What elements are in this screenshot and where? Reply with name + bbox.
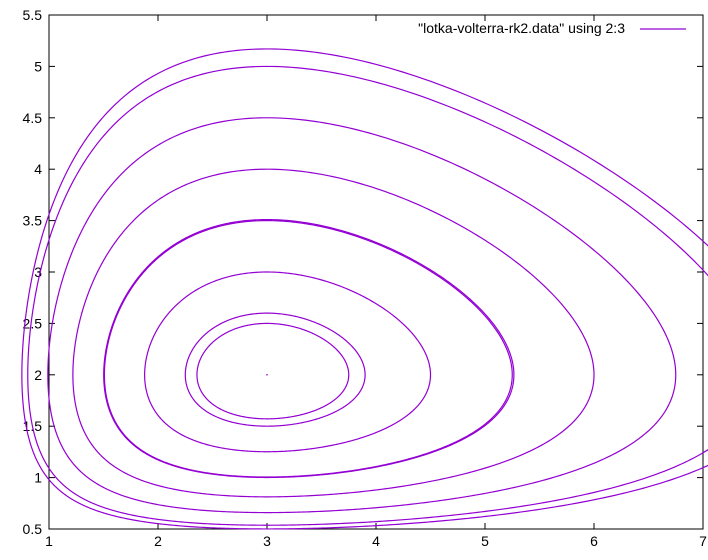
y-tick-label: 4.5 (23, 110, 43, 126)
y-tick-label: 0.5 (23, 521, 43, 537)
y-tick-label: 2.5 (23, 315, 43, 331)
x-tick-label: 1 (45, 533, 53, 549)
orbit-line (27, 65, 708, 526)
x-tick-label: 5 (481, 533, 489, 549)
x-tick-label: 3 (263, 533, 271, 549)
y-tick-label: 3 (34, 264, 42, 280)
x-tick-label: 7 (699, 533, 707, 549)
y-tick-label: 5 (34, 58, 42, 74)
plot-border (48, 14, 704, 530)
y-tick-label: 3.5 (23, 213, 43, 229)
equilibrium-point (266, 374, 268, 376)
x-tick-label: 6 (590, 533, 598, 549)
x-tick-label: 4 (372, 533, 380, 549)
orbit-line (144, 271, 432, 453)
legend-label: "lotka-volterra-rk2.data" using 2:3 (418, 20, 625, 36)
orbit-line (103, 218, 515, 479)
orbit-line (196, 322, 350, 420)
orbit-line (103, 220, 513, 478)
axis-ticks: 1 2 3 4 5 6 70.511.522.533.544.555.5 (23, 7, 708, 549)
orbit-line (184, 312, 366, 427)
series-orbits (21, 48, 708, 530)
orbit-line (47, 117, 677, 514)
y-tick-label: 1 (34, 470, 42, 486)
y-tick-label: 2 (34, 367, 42, 383)
y-tick-label: 4 (34, 161, 42, 177)
y-tick-label: 5.5 (23, 7, 43, 23)
orbit-line (21, 48, 708, 530)
x-tick-label: 2 (154, 533, 162, 549)
legend: "lotka-volterra-rk2.data" using 2:3 (418, 20, 686, 36)
orbit-line (72, 168, 595, 498)
